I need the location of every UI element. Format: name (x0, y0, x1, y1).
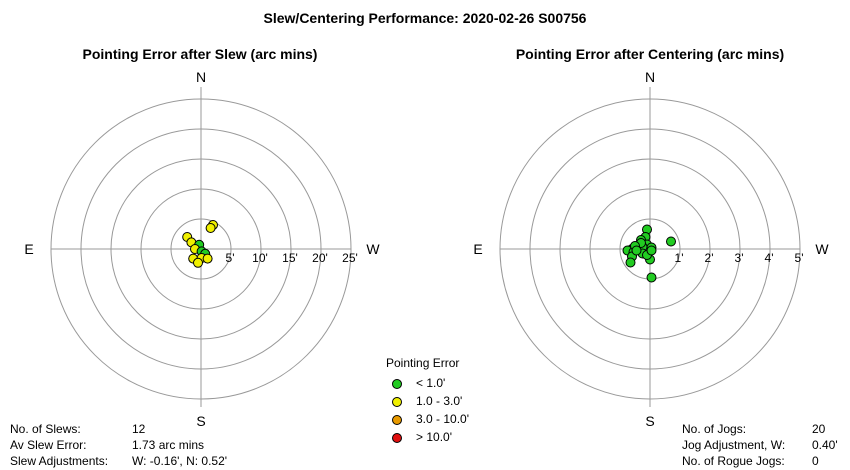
ring-label: 5' (226, 251, 235, 265)
stat-value: 12 (132, 422, 146, 436)
stat-value: 0 (812, 454, 819, 468)
stat-row: No. of Slews: 12 (10, 421, 227, 437)
data-point (666, 236, 676, 247)
stat-label: Av Slew Error: (10, 438, 87, 452)
centering-plot-title: Pointing Error after Centering (arc mins… (515, 46, 785, 62)
stat-label: Slew Adjustments: (10, 454, 109, 468)
ring-label: 5' (795, 251, 804, 265)
legend-label: 3.0 - 10.0' (416, 412, 469, 426)
legend-label: < 1.0' (416, 376, 446, 390)
stat-label: Jog Adjustment, W: (682, 438, 786, 452)
stat-row: Slew Adjustments: W: -0.16', N: 0.52' (10, 453, 227, 469)
ring-label: 20' (312, 251, 328, 265)
ring-label: 10' (252, 251, 268, 265)
ring-label: 25' (342, 251, 358, 265)
stat-value: W: -0.16', N: 0.52' (132, 454, 228, 468)
ring-label: 3' (735, 251, 744, 265)
direction-south: S (196, 413, 205, 429)
ring-label: 2' (705, 251, 714, 265)
legend-title: Pointing Error (386, 356, 460, 370)
stat-label: No. of Jogs: (682, 422, 747, 436)
stat-label: No. of Rogue Jogs: (682, 454, 785, 468)
legend-swatch (392, 415, 402, 425)
slew-stats: No. of Slews: 12 Av Slew Error: 1.73 arc… (10, 421, 227, 469)
data-point (202, 253, 213, 264)
legend-swatch (392, 433, 402, 443)
direction-north: N (645, 69, 655, 85)
ring-label: 15' (282, 251, 298, 265)
legend-label: > 10.0' (416, 430, 452, 444)
centering-stats: No. of Jogs: 20 Jog Adjustment, W: 0.40'… (682, 421, 838, 469)
legend: Pointing Error < 1.0' 1.0 - 3.0' 3.0 - 1… (386, 356, 496, 456)
stat-label: No. of Slews: (10, 422, 81, 436)
direction-east: E (24, 241, 33, 257)
data-point (631, 245, 642, 256)
slew-plot-title: Pointing Error after Slew (arc mins) (82, 46, 318, 62)
legend-label: 1.0 - 3.0' (416, 394, 463, 408)
stat-row: Av Slew Error: 1.73 arc mins (10, 437, 227, 453)
legend-swatch (392, 397, 402, 407)
stat-value: 0.40' (812, 438, 838, 452)
data-point (646, 272, 657, 283)
legend-swatch (392, 379, 402, 389)
stat-value: 1.73 arc mins (132, 438, 205, 452)
direction-east: E (473, 241, 482, 257)
direction-west: W (815, 241, 829, 257)
main-title: Slew/Centering Performance: 2020-02-26 S… (263, 10, 587, 26)
stat-value: 20 (812, 422, 826, 436)
data-point (646, 245, 657, 256)
stat-row: Jog Adjustment, W: 0.40' (682, 437, 838, 453)
data-point (193, 257, 203, 268)
direction-west: W (366, 241, 380, 257)
stat-row: No. of Jogs: 20 (682, 421, 838, 437)
ring-label: 4' (765, 251, 774, 265)
stat-row: No. of Rogue Jogs: 0 (682, 453, 838, 469)
data-point (625, 257, 636, 268)
direction-south: S (645, 413, 654, 429)
ring-label: 1' (675, 251, 684, 265)
data-point (205, 223, 216, 233)
direction-north: N (196, 69, 206, 85)
